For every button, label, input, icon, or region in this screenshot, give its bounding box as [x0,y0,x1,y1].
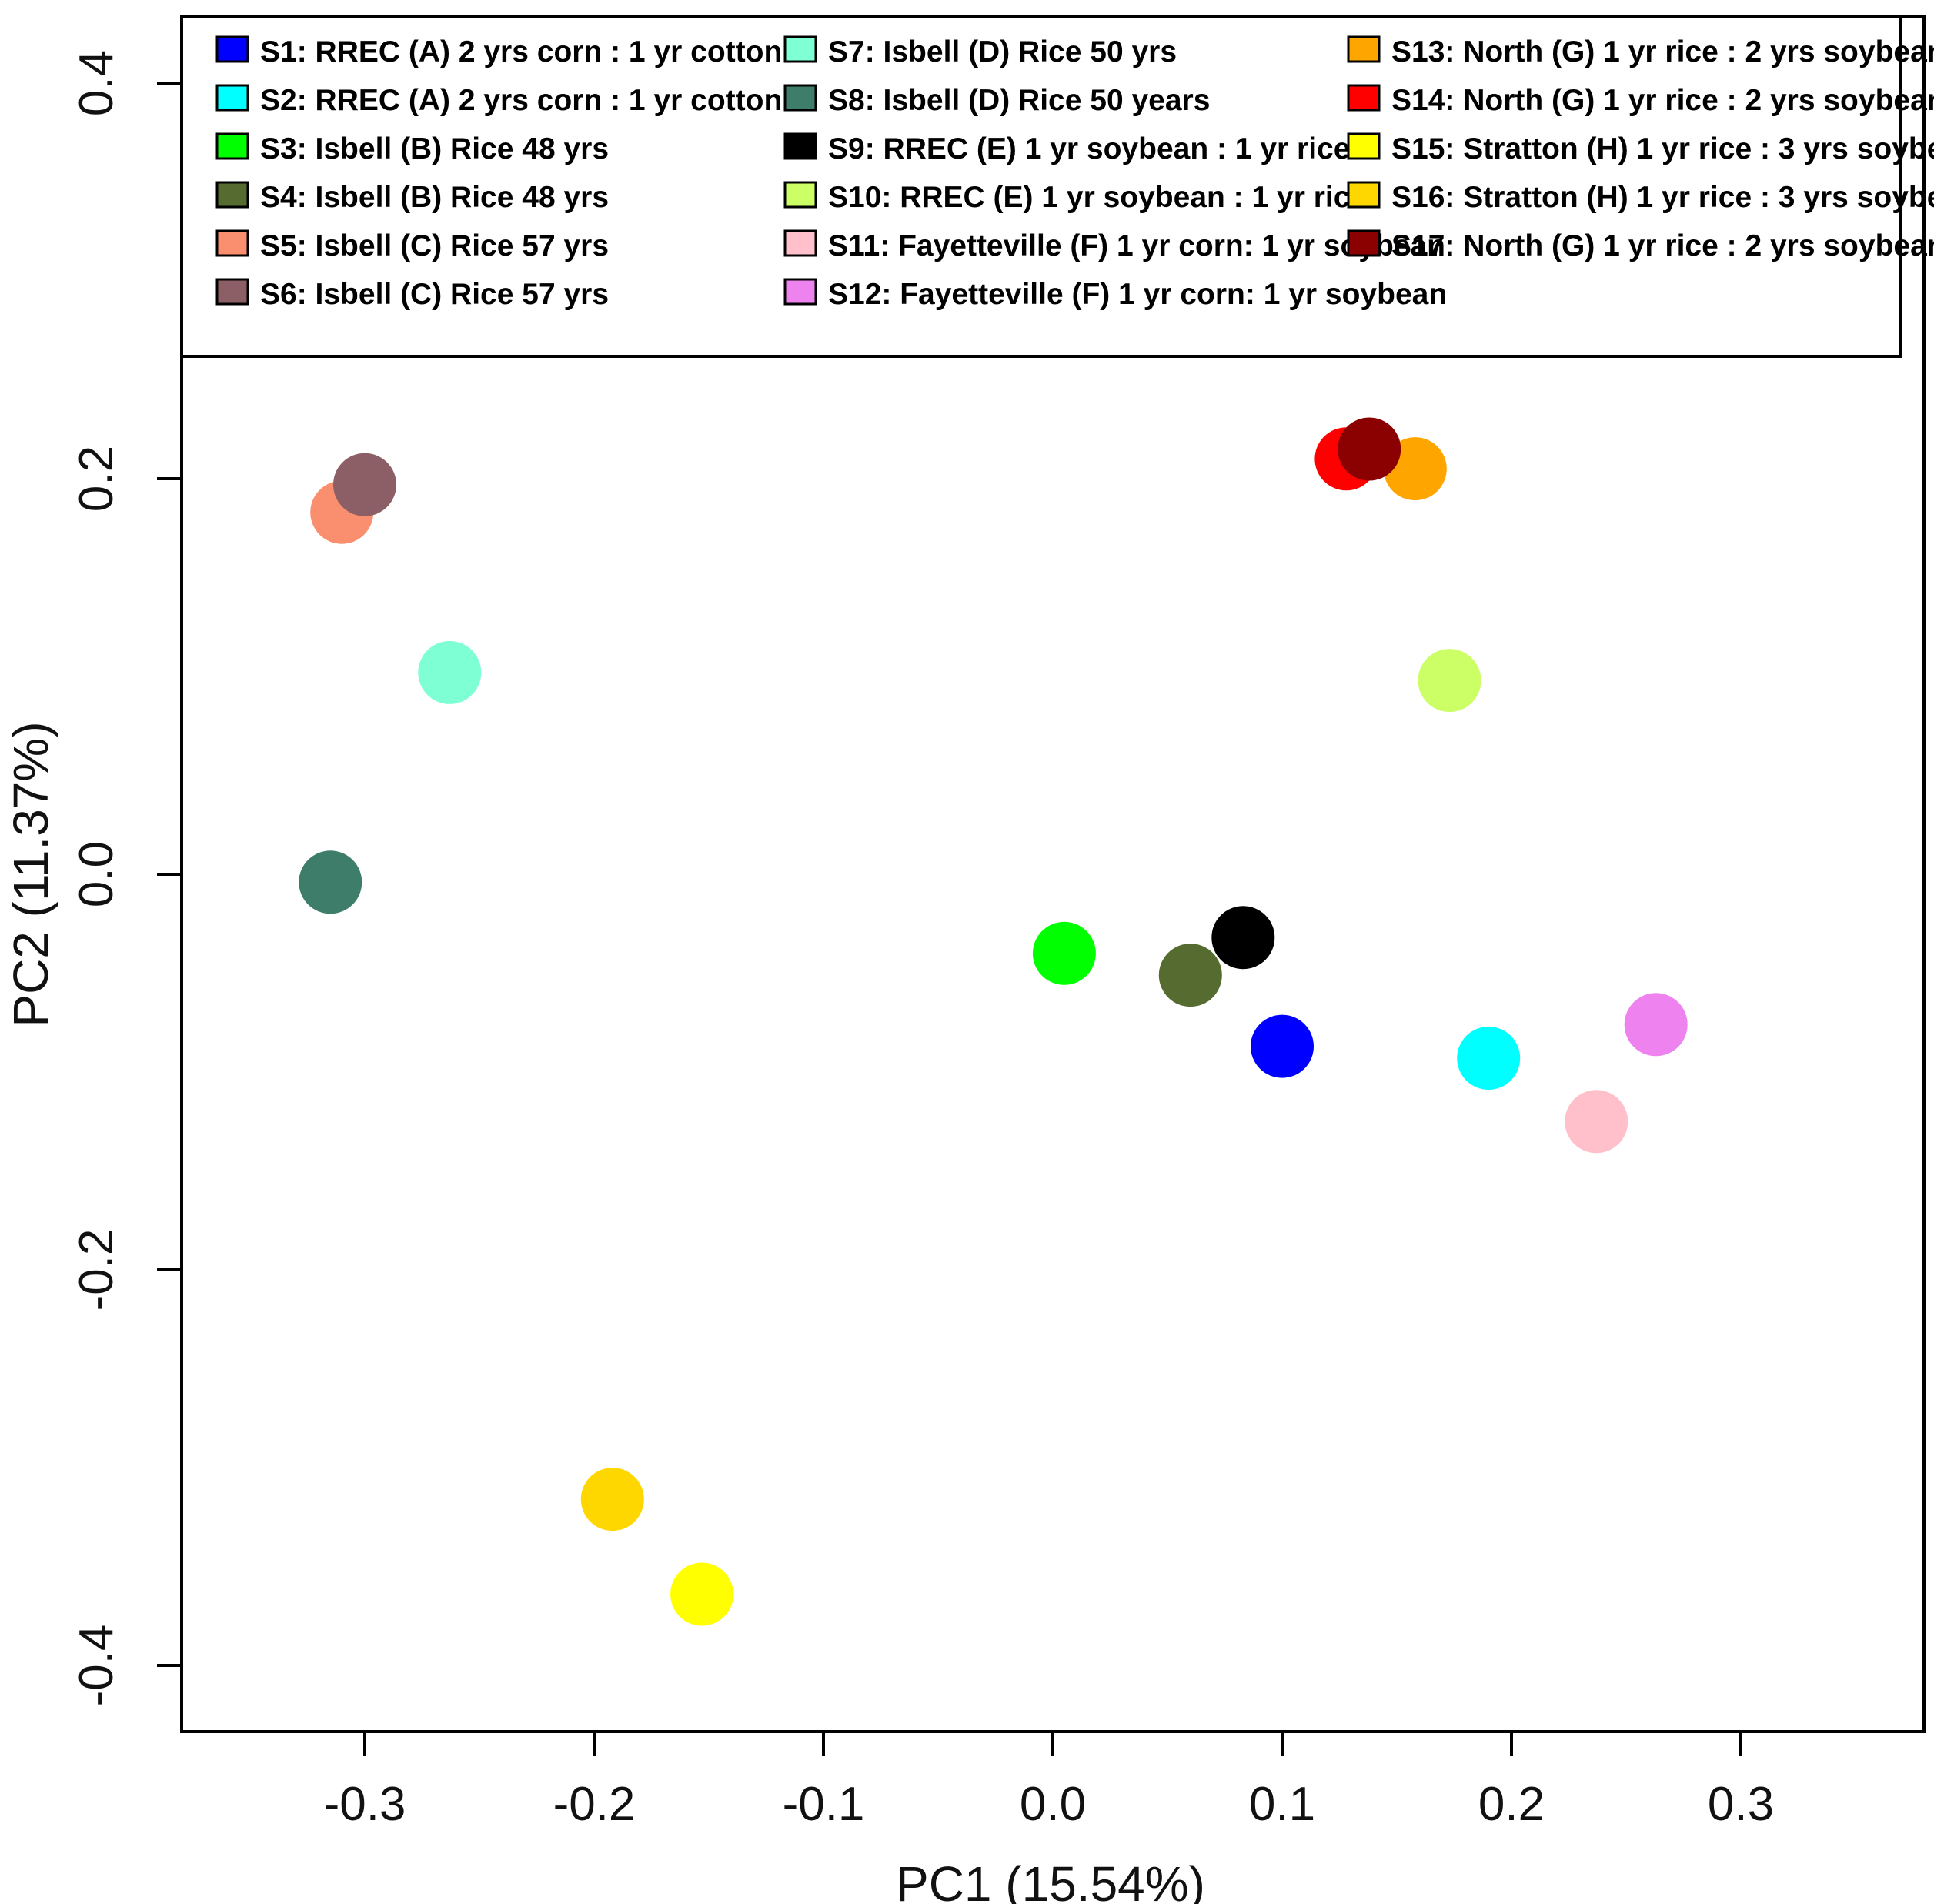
legend-swatch-s7 [783,35,817,63]
legend-label-s9: S9: RREC (E) 1 yr soybean : 1 yr rice [828,132,1350,165]
legend-swatch-s17 [1347,229,1381,257]
x-tick-label: 0.0 [1020,1778,1086,1831]
point-s15 [670,1562,734,1626]
legend-swatch-s11 [783,229,817,257]
legend-label-s3: S3: Isbell (B) Rice 48 yrs [260,132,609,165]
point-s8 [299,850,362,914]
point-s6 [333,453,396,516]
legend-swatch-s8 [783,84,817,112]
legend-swatch-s9 [783,132,817,160]
point-s4 [1158,944,1222,1007]
y-tick-label: 0.4 [70,50,123,116]
x-tick-label: 0.3 [1708,1778,1774,1831]
points-layer [299,417,1688,1626]
legend-label-s14: S14: North (G) 1 yr rice : 2 yrs soybean [1391,84,1934,117]
x-tick-label: 0.2 [1478,1778,1545,1831]
x-tick-label: -0.3 [324,1778,406,1831]
legend-swatch-s15 [1347,132,1381,160]
legend-swatch-s10 [783,181,817,209]
legend-label-s17: S17: North (G) 1 yr rice : 2 yrs soybean [1391,229,1934,262]
x-tick-label: 0.1 [1249,1778,1315,1831]
y-tick-label: -0.4 [70,1625,123,1707]
legend-label-s8: S8: Isbell (D) Rice 50 years [828,84,1210,117]
legend-label-s6: S6: Isbell (C) Rice 57 yrs [260,278,609,311]
legend-box [180,15,1902,358]
x-tick-label: -0.2 [553,1778,636,1831]
point-s12 [1624,993,1688,1057]
point-s3 [1032,921,1096,985]
legend-label-s11: S11: Fayetteville (F) 1 yr corn: 1 yr so… [828,229,1445,262]
legend-swatch-s6 [215,278,249,306]
legend-label-s7: S7: Isbell (D) Rice 50 yrs [828,35,1177,68]
legend-label-s2: S2: RREC (A) 2 yrs corn : 1 yr cotton [260,84,782,117]
x-axis-title: PC1 (15.54%) [896,1856,1205,1904]
y-axis-title: PC2 (11.37%) [3,721,58,1027]
legend-label-s4: S4: Isbell (B) Rice 48 yrs [260,181,609,214]
point-s7 [418,640,482,704]
legend-swatch-s4 [215,181,249,209]
legend-swatch-s12 [783,278,817,306]
x-axis: -0.3 -0.2 -0.1 0.0 0.1 0.2 0.3 [324,1730,1774,1831]
point-s9 [1211,906,1275,970]
legend-swatch-s16 [1347,181,1381,209]
y-tick-label: -0.2 [70,1229,123,1311]
x-tick-label: -0.1 [783,1778,865,1831]
y-tick-label: 0.0 [70,841,123,907]
y-tick-label: 0.2 [70,446,123,512]
y-axis: -0.4 -0.2 0.0 0.2 0.4 [70,50,183,1707]
legend-swatch-s2 [215,84,249,112]
legend-label-s5: S5: Isbell (C) Rice 57 yrs [260,229,609,262]
point-s17 [1338,417,1401,481]
legend-swatch-s14 [1347,84,1381,112]
point-s2 [1457,1027,1521,1090]
legend-label-s16: S16: Stratton (H) 1 yr rice : 3 yrs soyb… [1391,181,1934,214]
point-s11 [1565,1090,1628,1154]
legend-swatch-s3 [215,132,249,160]
legend-swatch-s13 [1347,35,1381,63]
legend-label-s10: S10: RREC (E) 1 yr soybean : 1 yr rice [828,181,1367,214]
legend-label-s1: S1: RREC (A) 2 yrs corn : 1 yr cotton [260,35,782,68]
point-s1 [1251,1014,1314,1078]
legend: S1: RREC (A) 2 yrs corn : 1 yr cotton S2:… [215,35,1934,311]
legend-swatch-s5 [215,229,249,257]
legend-label-s13: S13: North (G) 1 yr rice : 2 yrs soybean [1391,35,1934,68]
point-s16 [580,1468,644,1532]
legend-label-s12: S12: Fayetteville (F) 1 yr corn: 1 yr so… [828,278,1447,311]
legend-swatch-s1 [215,35,249,63]
point-s10 [1418,649,1481,713]
legend-label-s15: S15: Stratton (H) 1 yr rice : 3 yrs soyb… [1391,132,1934,165]
